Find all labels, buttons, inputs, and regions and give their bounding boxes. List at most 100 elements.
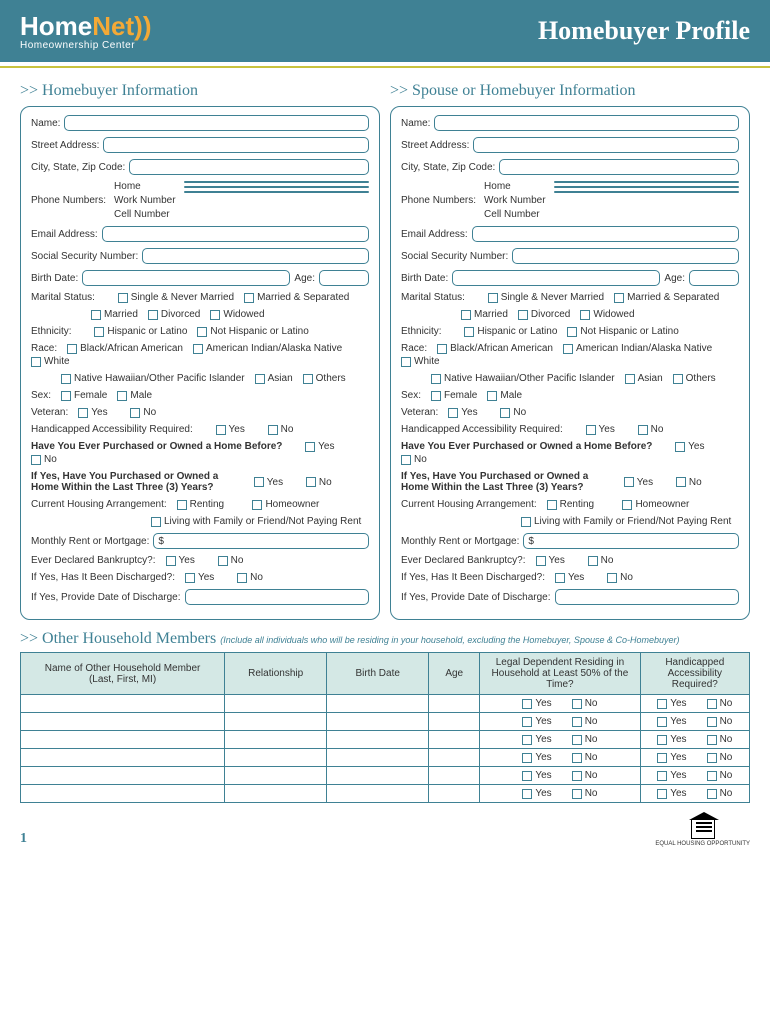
checkbox[interactable] bbox=[268, 425, 278, 435]
checkbox[interactable] bbox=[707, 699, 717, 709]
hh-rel-cell[interactable] bbox=[225, 785, 327, 803]
checkbox[interactable] bbox=[657, 717, 667, 727]
checkbox[interactable] bbox=[488, 293, 498, 303]
checkbox[interactable] bbox=[657, 753, 667, 763]
checkbox[interactable] bbox=[61, 391, 71, 401]
hh-rel-cell[interactable] bbox=[225, 695, 327, 713]
checkbox[interactable] bbox=[580, 310, 590, 320]
hh-birth-cell[interactable] bbox=[327, 785, 429, 803]
checkbox[interactable] bbox=[638, 425, 648, 435]
hh-age-cell[interactable] bbox=[429, 785, 480, 803]
hh-rel-cell[interactable] bbox=[225, 713, 327, 731]
email-field[interactable] bbox=[472, 226, 739, 242]
checkbox[interactable] bbox=[522, 735, 532, 745]
checkbox[interactable] bbox=[572, 753, 582, 763]
hh-rel-cell[interactable] bbox=[225, 749, 327, 767]
hh-name-cell[interactable] bbox=[21, 767, 225, 785]
email-field[interactable] bbox=[102, 226, 369, 242]
checkbox[interactable] bbox=[254, 477, 264, 487]
checkbox[interactable] bbox=[707, 735, 717, 745]
checkbox[interactable] bbox=[625, 374, 635, 384]
checkbox[interactable] bbox=[567, 327, 577, 337]
checkbox[interactable] bbox=[244, 293, 254, 303]
hh-birth-cell[interactable] bbox=[327, 749, 429, 767]
age-field[interactable] bbox=[689, 270, 739, 286]
checkbox[interactable] bbox=[94, 327, 104, 337]
checkbox[interactable] bbox=[572, 771, 582, 781]
hh-birth-cell[interactable] bbox=[327, 713, 429, 731]
hh-age-cell[interactable] bbox=[429, 749, 480, 767]
work-phone-field[interactable] bbox=[184, 186, 369, 188]
checkbox[interactable] bbox=[31, 357, 41, 367]
checkbox[interactable] bbox=[707, 789, 717, 799]
hh-birth-cell[interactable] bbox=[327, 731, 429, 749]
checkbox[interactable] bbox=[572, 735, 582, 745]
checkbox[interactable] bbox=[572, 789, 582, 799]
checkbox[interactable] bbox=[177, 500, 187, 510]
checkbox[interactable] bbox=[306, 477, 316, 487]
hh-name-cell[interactable] bbox=[21, 713, 225, 731]
home-phone-field[interactable] bbox=[184, 181, 369, 183]
checkbox[interactable] bbox=[431, 391, 441, 401]
checkbox[interactable] bbox=[522, 699, 532, 709]
checkbox[interactable] bbox=[536, 556, 546, 566]
checkbox[interactable] bbox=[657, 735, 667, 745]
checkbox[interactable] bbox=[448, 408, 458, 418]
hh-age-cell[interactable] bbox=[429, 713, 480, 731]
hh-birth-cell[interactable] bbox=[327, 695, 429, 713]
checkbox[interactable] bbox=[91, 310, 101, 320]
checkbox[interactable] bbox=[522, 789, 532, 799]
checkbox[interactable] bbox=[588, 556, 598, 566]
hh-age-cell[interactable] bbox=[429, 695, 480, 713]
checkbox[interactable] bbox=[673, 374, 683, 384]
checkbox[interactable] bbox=[67, 344, 77, 354]
checkbox[interactable] bbox=[622, 500, 632, 510]
checkbox[interactable] bbox=[572, 717, 582, 727]
checkbox[interactable] bbox=[572, 699, 582, 709]
checkbox[interactable] bbox=[216, 425, 226, 435]
checkbox[interactable] bbox=[607, 573, 617, 583]
city-field[interactable] bbox=[129, 159, 369, 175]
checkbox[interactable] bbox=[78, 408, 88, 418]
checkbox[interactable] bbox=[522, 771, 532, 781]
checkbox[interactable] bbox=[614, 293, 624, 303]
checkbox[interactable] bbox=[431, 374, 441, 384]
checkbox[interactable] bbox=[117, 391, 127, 401]
birth-field[interactable] bbox=[82, 270, 290, 286]
checkbox[interactable] bbox=[657, 771, 667, 781]
checkbox[interactable] bbox=[707, 753, 717, 763]
name-field[interactable] bbox=[64, 115, 369, 131]
hh-age-cell[interactable] bbox=[429, 731, 480, 749]
age-field[interactable] bbox=[319, 270, 369, 286]
checkbox[interactable] bbox=[675, 442, 685, 452]
checkbox[interactable] bbox=[305, 442, 315, 452]
rent-field[interactable]: $ bbox=[523, 533, 739, 549]
checkbox[interactable] bbox=[563, 344, 573, 354]
checkbox[interactable] bbox=[401, 455, 411, 465]
checkbox[interactable] bbox=[437, 344, 447, 354]
hh-birth-cell[interactable] bbox=[327, 767, 429, 785]
checkbox[interactable] bbox=[31, 455, 41, 465]
checkbox[interactable] bbox=[555, 573, 565, 583]
cell-phone-field[interactable] bbox=[554, 191, 739, 193]
checkbox[interactable] bbox=[461, 310, 471, 320]
discharge-date-field[interactable] bbox=[185, 589, 369, 605]
checkbox[interactable] bbox=[657, 699, 667, 709]
hh-rel-cell[interactable] bbox=[225, 767, 327, 785]
hh-name-cell[interactable] bbox=[21, 695, 225, 713]
checkbox[interactable] bbox=[521, 517, 531, 527]
work-phone-field[interactable] bbox=[554, 186, 739, 188]
rent-field[interactable]: $ bbox=[153, 533, 369, 549]
street-field[interactable] bbox=[473, 137, 739, 153]
checkbox[interactable] bbox=[237, 573, 247, 583]
hh-rel-cell[interactable] bbox=[225, 731, 327, 749]
checkbox[interactable] bbox=[130, 408, 140, 418]
checkbox[interactable] bbox=[197, 327, 207, 337]
hh-name-cell[interactable] bbox=[21, 731, 225, 749]
street-field[interactable] bbox=[103, 137, 369, 153]
cell-phone-field[interactable] bbox=[184, 191, 369, 193]
checkbox[interactable] bbox=[255, 374, 265, 384]
checkbox[interactable] bbox=[522, 753, 532, 763]
checkbox[interactable] bbox=[218, 556, 228, 566]
checkbox[interactable] bbox=[252, 500, 262, 510]
